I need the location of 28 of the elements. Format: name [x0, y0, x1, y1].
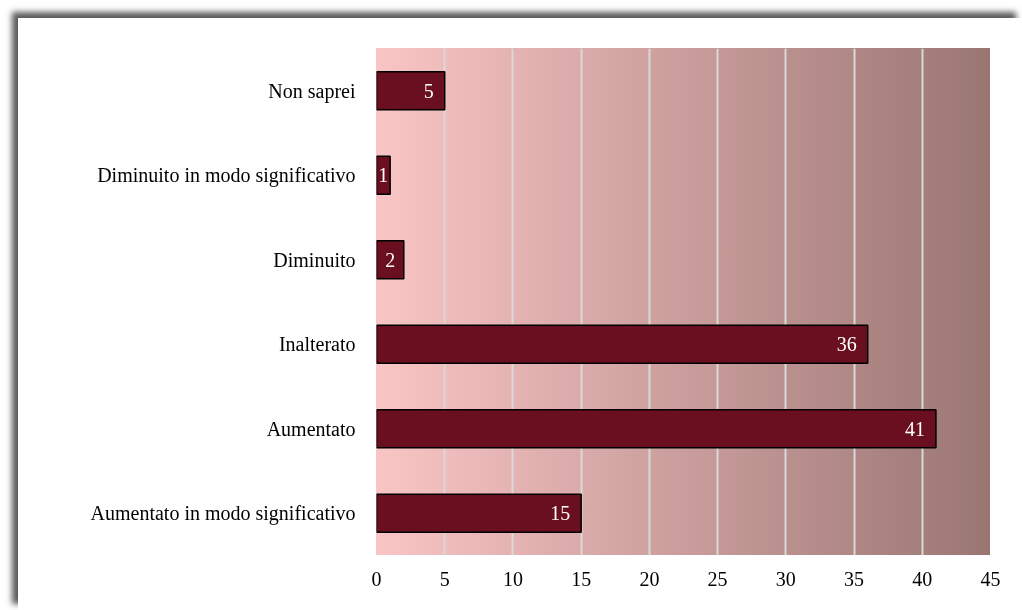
y-tick-label: Non saprei — [268, 79, 356, 103]
y-tick-label: Aumentato — [266, 417, 356, 440]
data-label: 15 — [550, 502, 571, 525]
data-label: 5 — [423, 79, 434, 102]
bar — [376, 155, 391, 196]
x-tick-label: 15 — [571, 567, 592, 590]
bar — [376, 324, 869, 365]
x-tick-label: 40 — [912, 567, 933, 590]
x-tick-label: 20 — [639, 567, 660, 590]
data-label: 2 — [385, 248, 396, 271]
data-label: 36 — [836, 333, 857, 356]
bar — [376, 239, 405, 280]
x-tick-label: 45 — [980, 567, 1001, 590]
y-tick-label: Diminuito in modo significativo — [97, 164, 356, 188]
data-label: 41 — [904, 417, 925, 440]
y-tick-label: Diminuito — [273, 248, 356, 271]
bar — [376, 70, 446, 111]
x-tick-label: 0 — [371, 567, 382, 590]
x-tick-label: 5 — [439, 567, 450, 590]
x-tick-label: 25 — [707, 567, 728, 590]
x-tick-label: 35 — [844, 567, 865, 590]
x-tick-label: 30 — [775, 567, 796, 590]
y-tick-label: Inalterato — [278, 333, 356, 356]
bar — [376, 408, 937, 449]
y-tick-label: Aumentato in modo significativo — [90, 502, 356, 526]
x-tick-label: 10 — [502, 567, 523, 590]
data-label: 1 — [378, 164, 389, 187]
bar — [376, 493, 582, 534]
